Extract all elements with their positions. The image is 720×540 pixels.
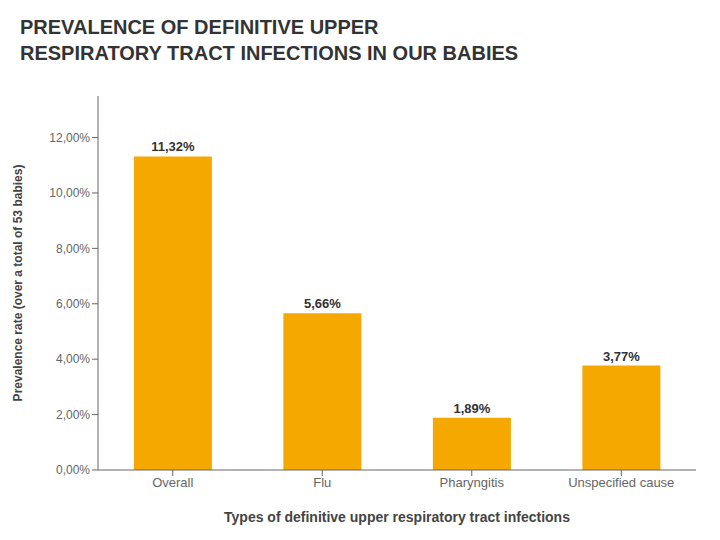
svg-text:0,00%: 0,00% bbox=[56, 463, 90, 477]
svg-text:4,00%: 4,00% bbox=[56, 352, 90, 366]
svg-text:3,77%: 3,77% bbox=[603, 349, 640, 364]
svg-text:11,32%: 11,32% bbox=[151, 139, 195, 154]
svg-text:12,00%: 12,00% bbox=[49, 131, 90, 145]
svg-text:2,00%: 2,00% bbox=[56, 408, 90, 422]
svg-text:Pharyngitis: Pharyngitis bbox=[440, 475, 505, 490]
svg-text:Overall: Overall bbox=[152, 475, 193, 490]
html-text:PREVALENCE OF DEFINITIVE UPPER: PREVALENCE OF DEFINITIVE UPPER bbox=[20, 16, 379, 38]
svg-text:Flu: Flu bbox=[313, 475, 331, 490]
svg-text:Unspecified cause: Unspecified cause bbox=[568, 475, 674, 490]
svg-text:6,00%: 6,00% bbox=[56, 297, 90, 311]
svg-text:5,66%: 5,66% bbox=[304, 296, 341, 311]
svg-text:Types of definitive upper resp: Types of definitive upper respiratory tr… bbox=[224, 509, 570, 525]
html-text:RESPIRATORY TRACT INFECTIONS I: RESPIRATORY TRACT INFECTIONS IN OUR BABI… bbox=[20, 42, 519, 64]
svg-text:Prevalence rate (over a total: Prevalence rate (over a total of 53 babi… bbox=[11, 165, 25, 402]
svg-text:10,00%: 10,00% bbox=[49, 186, 90, 200]
svg-text:8,00%: 8,00% bbox=[56, 242, 90, 256]
svg-text:1,89%: 1,89% bbox=[453, 401, 490, 416]
